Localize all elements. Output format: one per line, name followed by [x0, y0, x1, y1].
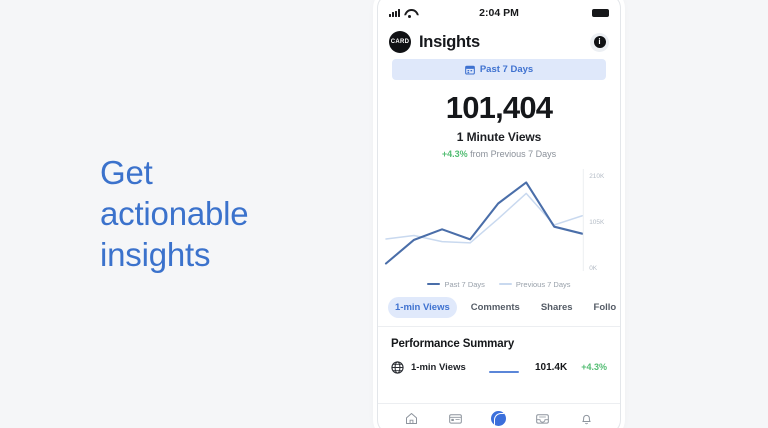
inbox-icon: [535, 411, 550, 426]
status-bar-left: [389, 9, 415, 18]
date-range-button[interactable]: Past 7 Days: [392, 59, 606, 80]
tab-follows[interactable]: Follo: [593, 301, 617, 313]
hero-stat-value: 101,404: [445, 90, 553, 125]
tab-comments[interactable]: Comments: [470, 301, 520, 313]
range-selector-wrapper: Past 7 Days: [378, 57, 620, 80]
phone-mockup: 2:04 PM CARD Insights i: [377, 0, 621, 428]
brand-logo-icon: CARD: [389, 31, 411, 53]
hero-stat-delta-value: +4.3%: [441, 148, 468, 159]
legend-swatch-previous-icon: [498, 282, 512, 286]
chart-y-tick-label: 105K: [589, 219, 605, 226]
nav-insights[interactable]: [477, 411, 521, 426]
hero-stat-label: 1 Minute Views: [456, 129, 542, 144]
status-bar-right: [592, 9, 609, 17]
metric-value: 101.4K: [534, 361, 568, 373]
page-title: Get actionable insights: [100, 152, 360, 275]
calendar-icon: [464, 65, 475, 75]
table-row[interactable]: 1-min Views 101.4K +4.3%: [391, 360, 607, 374]
tab-1-min-views[interactable]: 1-min Views: [388, 296, 457, 318]
home-icon: [404, 411, 419, 426]
nav-notifications[interactable]: [564, 411, 608, 426]
hero-stat-delta-suffix: from Previous 7 Days: [467, 148, 557, 159]
chart-line-past-7-days: [384, 180, 584, 265]
nav-home[interactable]: [390, 411, 434, 426]
legend-item-previous: Previous 7 Days: [498, 279, 571, 289]
tab-shares[interactable]: Shares: [540, 301, 573, 313]
nav-card[interactable]: [434, 411, 478, 426]
date-range-label: Past 7 Days: [479, 64, 534, 75]
status-badge: +4.3%: [581, 362, 607, 373]
info-button[interactable]: i: [590, 32, 609, 52]
globe-icon: [391, 360, 404, 374]
performance-summary: Performance Summary 1-min Views 101.4K +…: [378, 327, 620, 403]
legend-label-previous: Previous 7 Days: [515, 279, 571, 289]
cellular-bars-icon: [389, 9, 400, 17]
brand-logo-label: CARD: [390, 39, 410, 45]
legend-swatch-past-icon: [427, 282, 441, 286]
app-title: Insights: [419, 32, 480, 51]
legend-item-past: Past 7 Days: [427, 279, 485, 289]
wifi-icon: [404, 9, 415, 18]
bell-icon: [579, 411, 594, 426]
card-icon: [448, 411, 463, 426]
chart-legend: Past 7 Days Previous 7 Days: [382, 280, 616, 293]
performance-summary-title: Performance Summary: [391, 337, 515, 350]
chart-y-tick-label: 210K: [589, 173, 605, 180]
info-icon: i: [593, 36, 606, 48]
metric-name: 1-min Views: [411, 361, 466, 373]
insights-circle-icon: [491, 411, 507, 426]
bottom-navigation: [378, 403, 620, 428]
chart-line-previous-7-days: [385, 192, 584, 244]
section-divider: [378, 325, 620, 327]
status-bar: 2:04 PM: [378, 1, 620, 25]
legend-label-past: Past 7 Days: [444, 279, 485, 289]
nav-inbox[interactable]: [521, 411, 565, 426]
views-line-chart[interactable]: 0K 105K 210K Past 7 Days Previous 7 Days: [378, 161, 620, 293]
chart-canvas: 0K 105K 210K: [384, 168, 605, 272]
hero-stat-delta: +4.3% from Previous 7 Days: [378, 149, 620, 159]
chart-y-tick-label: 0K: [589, 265, 598, 272]
headline-line-1: Get: [100, 154, 153, 191]
status-bar-time: 2:04 PM: [479, 7, 519, 19]
metric-tabs: 1-min Views Comments Shares Follo: [378, 293, 620, 326]
app-header: CARD Insights i: [378, 25, 620, 57]
battery-icon: [592, 9, 609, 17]
headline-line-3: insights: [100, 236, 211, 273]
metric-progress-bar: [479, 366, 522, 374]
hero-stat: 101,404 1 Minute Views +4.3% from Previo…: [378, 80, 620, 161]
headline-line-2: actionable: [100, 195, 249, 232]
